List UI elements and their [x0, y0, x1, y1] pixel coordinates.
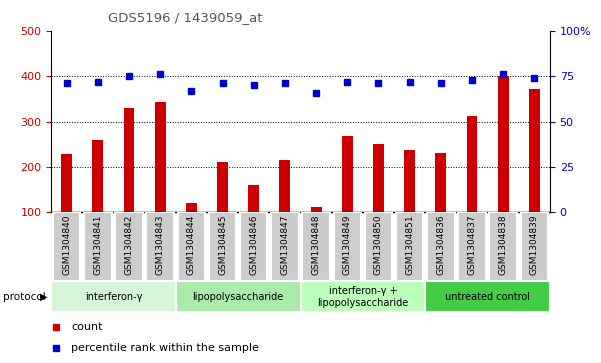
Bar [466, 116, 477, 212]
Text: GSM1304843: GSM1304843 [156, 215, 165, 275]
Text: GSM1304841: GSM1304841 [93, 215, 102, 275]
Text: interferon-γ: interferon-γ [85, 292, 142, 302]
Bar [178, 212, 205, 281]
Bar [147, 212, 174, 281]
Text: GSM1304849: GSM1304849 [343, 215, 352, 275]
Bar [209, 212, 236, 281]
Text: GSM1304851: GSM1304851 [405, 215, 414, 275]
Bar [186, 203, 197, 212]
Bar [84, 212, 112, 281]
Text: percentile rank within the sample: percentile rank within the sample [71, 343, 259, 354]
Bar [154, 102, 166, 212]
Text: GSM1304837: GSM1304837 [468, 215, 477, 275]
Bar [498, 76, 508, 212]
Bar [93, 140, 103, 212]
Bar [279, 160, 290, 212]
Bar [334, 212, 361, 281]
Bar [115, 212, 143, 281]
Bar [458, 212, 486, 281]
Text: GDS5196 / 1439059_at: GDS5196 / 1439059_at [108, 11, 263, 24]
Bar [311, 207, 322, 212]
Text: GSM1304840: GSM1304840 [62, 215, 71, 275]
Text: GSM1304850: GSM1304850 [374, 215, 383, 275]
Bar [435, 153, 447, 212]
Text: lipopolysaccharide: lipopolysaccharide [192, 292, 284, 302]
Bar [271, 212, 299, 281]
Bar [365, 212, 392, 281]
Bar [342, 136, 353, 212]
Text: GSM1304846: GSM1304846 [249, 215, 258, 275]
Text: GSM1304836: GSM1304836 [436, 215, 445, 275]
Bar [53, 212, 81, 281]
Bar [427, 212, 454, 281]
Bar [176, 281, 300, 312]
Text: GSM1304845: GSM1304845 [218, 215, 227, 275]
Text: GSM1304839: GSM1304839 [530, 215, 539, 275]
Text: interferon-γ +
lipopolysaccharide: interferon-γ + lipopolysaccharide [317, 286, 409, 307]
Bar [300, 281, 426, 312]
Bar [240, 212, 267, 281]
Bar [489, 212, 517, 281]
Bar [404, 150, 415, 212]
Bar [124, 108, 135, 212]
Text: GSM1304842: GSM1304842 [124, 215, 133, 275]
Text: GSM1304844: GSM1304844 [187, 215, 196, 275]
Text: ▶: ▶ [40, 292, 47, 302]
Bar [217, 163, 228, 212]
Bar [396, 212, 423, 281]
Bar [248, 185, 259, 212]
Bar [529, 89, 540, 212]
Bar [51, 281, 176, 312]
Bar [426, 281, 550, 312]
Text: untreated control: untreated control [445, 292, 530, 302]
Text: GSM1304847: GSM1304847 [281, 215, 290, 275]
Text: protocol: protocol [3, 292, 46, 302]
Bar [373, 144, 384, 212]
Bar [302, 212, 330, 281]
Text: GSM1304848: GSM1304848 [311, 215, 320, 275]
Bar [520, 212, 548, 281]
Bar [61, 154, 72, 212]
Text: count: count [71, 322, 103, 332]
Text: GSM1304838: GSM1304838 [499, 215, 508, 275]
